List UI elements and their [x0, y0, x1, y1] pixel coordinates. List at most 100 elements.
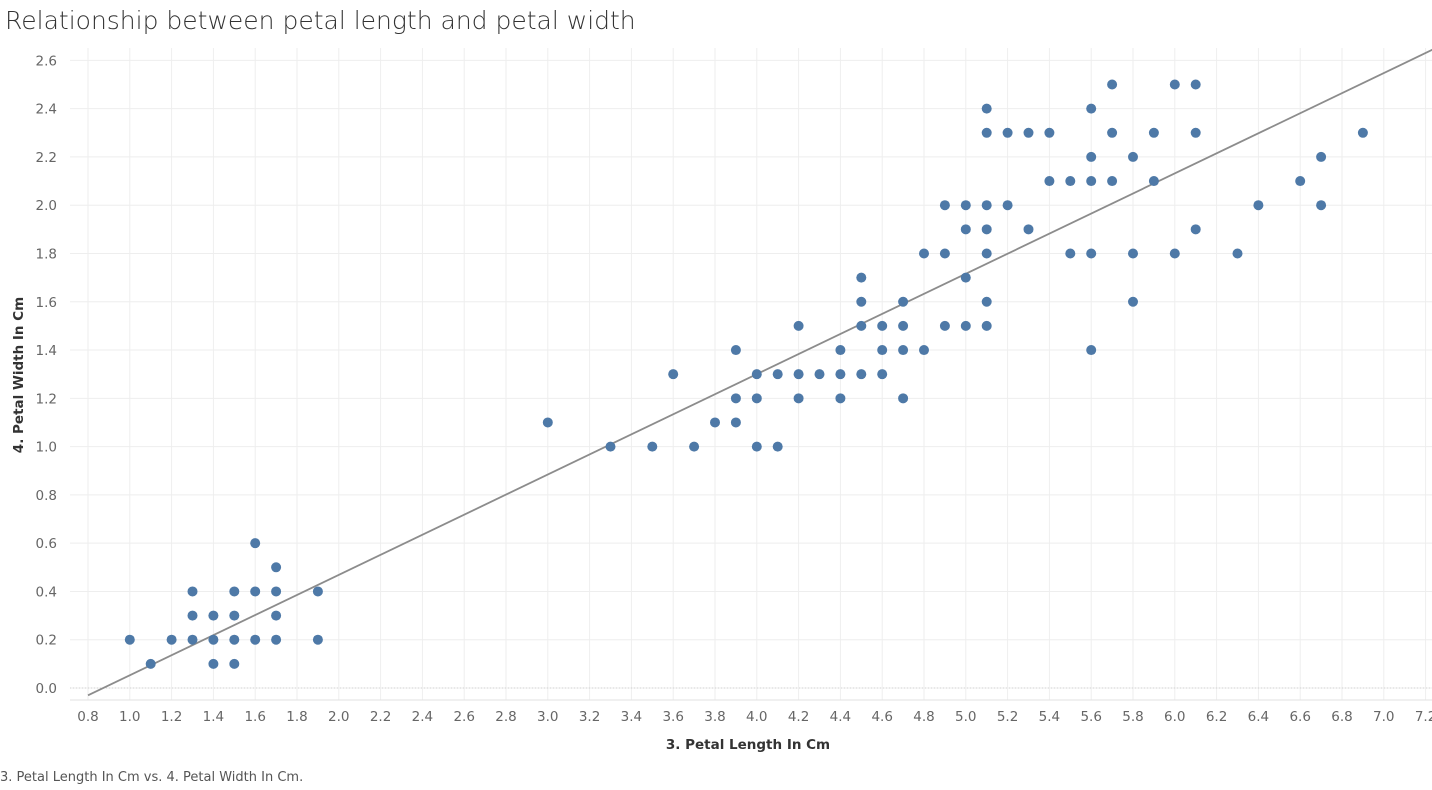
data-point: [124, 634, 135, 645]
grid: [70, 48, 1432, 700]
x-tick-label: 3.0: [537, 709, 558, 725]
data-point: [1086, 248, 1097, 259]
y-tick-label: 0.8: [36, 488, 57, 504]
x-tick-label: 1.8: [286, 709, 307, 725]
data-point: [271, 634, 282, 645]
data-point: [1002, 127, 1013, 138]
data-point: [542, 417, 553, 428]
data-point: [981, 320, 992, 331]
data-point: [981, 127, 992, 138]
data-point: [312, 586, 323, 597]
data-point: [187, 610, 198, 621]
y-tick-label: 0.6: [36, 536, 57, 552]
data-point: [751, 393, 762, 404]
data-point: [814, 369, 825, 380]
data-point: [647, 441, 658, 452]
data-point: [793, 393, 804, 404]
data-point: [772, 369, 783, 380]
data-point: [668, 369, 679, 380]
x-tick-label: 4.0: [746, 709, 767, 725]
y-tick-label: 0.2: [36, 633, 57, 649]
x-tick-label: 1.4: [203, 709, 224, 725]
x-tick-label: 3.2: [579, 709, 600, 725]
trend-line: [87, 48, 1432, 697]
y-tick-label: 2.4: [36, 102, 57, 118]
y-tick-label: 2.6: [36, 53, 57, 69]
data-point: [856, 272, 867, 283]
data-point: [1148, 176, 1159, 187]
data-point: [856, 369, 867, 380]
x-tick-label: 4.8: [913, 709, 934, 725]
data-point: [919, 248, 929, 259]
y-tick-label: 2.2: [36, 150, 57, 166]
x-tick-label: 4.4: [830, 709, 851, 725]
data-point: [250, 538, 261, 549]
data-point: [271, 562, 282, 573]
chart-title: Relationship between petal length and pe…: [5, 6, 636, 35]
data-point: [939, 200, 950, 211]
data-point: [1107, 176, 1118, 187]
data-point: [981, 296, 992, 307]
x-tick-label: 1.2: [161, 709, 182, 725]
data-point: [1128, 248, 1138, 259]
data-point: [229, 658, 240, 669]
data-point: [312, 634, 323, 645]
y-tick-label: 1.0: [36, 440, 57, 456]
data-point: [1148, 127, 1159, 138]
data-point: [1023, 224, 1034, 235]
data-point: [1086, 345, 1097, 356]
data-point: [1316, 151, 1327, 162]
x-tick-label: 5.6: [1080, 709, 1101, 725]
data-point: [877, 345, 888, 356]
data-point: [250, 634, 261, 645]
data-point: [1169, 248, 1180, 259]
data-point: [877, 369, 888, 380]
data-point: [960, 320, 971, 331]
data-point: [1086, 176, 1097, 187]
data-point: [751, 369, 762, 380]
data-point: [730, 393, 741, 404]
data-point: [250, 586, 261, 597]
data-point: [939, 248, 950, 259]
data-point: [898, 320, 909, 331]
data-point: [1128, 151, 1138, 162]
x-tick-label: 1.6: [244, 709, 265, 725]
x-tick-label: 2.4: [412, 709, 433, 725]
data-point: [187, 586, 198, 597]
data-point: [1107, 127, 1118, 138]
data-point: [689, 441, 700, 452]
y-tick-label: 1.8: [36, 246, 57, 262]
x-tick-label: 6.4: [1248, 709, 1269, 725]
x-tick-label: 4.2: [788, 709, 809, 725]
x-tick-label: 6.0: [1164, 709, 1185, 725]
scatter-plot: 0.8 1.0 1.2 1.4 1.6 1.8 2.0 2.2 2.4 2.6 2.8 3.0 3.2 3…: [11, 48, 1432, 753]
data-point: [898, 393, 909, 404]
y-tick-label: 1.4: [36, 343, 57, 359]
y-axis-title: 4. Petal Width In Cm: [11, 297, 27, 453]
trend-line-group: [87, 48, 1432, 697]
data-point: [981, 248, 992, 259]
data-point: [208, 610, 219, 621]
x-tick-label: 0.8: [77, 709, 98, 725]
data-point: [981, 103, 992, 114]
data-point: [856, 296, 867, 307]
data-point: [1357, 127, 1368, 138]
data-point: [1295, 176, 1306, 187]
data-point: [229, 634, 240, 645]
data-point: [793, 369, 804, 380]
data-point: [1190, 79, 1201, 90]
data-point: [1316, 200, 1327, 211]
y-tick-label: 1.6: [36, 295, 57, 311]
data-point: [1232, 248, 1243, 259]
data-point: [939, 320, 950, 331]
data-point: [1044, 176, 1055, 187]
data-point: [898, 296, 909, 307]
data-point: [835, 345, 846, 356]
data-point: [1065, 248, 1076, 259]
data-point: [981, 224, 992, 235]
data-point: [981, 200, 992, 211]
x-tick-label: 7.2: [1415, 709, 1432, 725]
data-point: [877, 320, 888, 331]
data-point: [960, 200, 971, 211]
data-point: [605, 441, 616, 452]
